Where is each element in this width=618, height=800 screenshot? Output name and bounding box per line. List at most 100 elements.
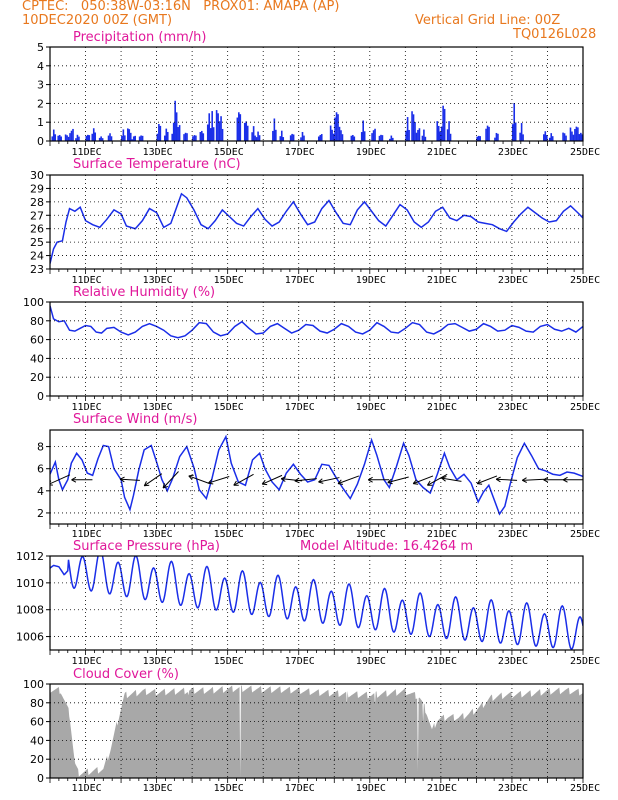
precip-bar: [292, 134, 295, 141]
precip-bar: [164, 135, 166, 141]
x-tick-label: 23DEC: [498, 147, 528, 158]
precip-bar: [443, 108, 446, 141]
precip-bar: [165, 128, 168, 141]
precip-bar: [569, 127, 572, 141]
precip-bar: [353, 136, 356, 141]
precip-bar: [60, 136, 62, 141]
x-tick-label: 19DEC: [356, 147, 386, 158]
precip-bar: [272, 130, 274, 141]
precip-bar: [217, 113, 219, 141]
precip-bar: [392, 137, 394, 141]
wind-arrowhead: [521, 477, 527, 483]
x-tick-label: 25DEC: [570, 656, 600, 667]
precip-bar: [75, 138, 77, 141]
precip-bar: [78, 136, 80, 141]
plot-area: [50, 434, 583, 516]
precip-bar: [405, 130, 407, 141]
y-tick-label: 40: [30, 734, 44, 747]
precip-bar: [565, 135, 567, 141]
y-tick-label: 80: [30, 697, 44, 710]
y-tick-label: 6: [37, 463, 44, 476]
wind-arrowhead: [426, 480, 433, 486]
y-tick-label: 26: [30, 223, 44, 236]
x-tick-label: 15DEC: [214, 147, 244, 158]
precip-bar: [221, 128, 224, 141]
precip-bar: [158, 123, 160, 141]
precip-bar: [300, 137, 302, 141]
precip-bar: [195, 135, 197, 141]
precip-bar: [548, 137, 551, 141]
precip-bar: [578, 134, 581, 141]
precip-bar: [192, 136, 194, 141]
precip-bar: [571, 131, 573, 141]
panel-4: 1006 1008 1010 1012 11DEC 13DEC 15DEC 17DEC 19DE…: [16, 539, 600, 667]
wind-arrow: [337, 475, 360, 485]
plot-area: [51, 100, 583, 141]
precip-bar: [479, 136, 481, 141]
wind-arrowhead: [233, 480, 239, 486]
wind-arrow: [496, 478, 518, 481]
precip-bar: [128, 129, 131, 141]
y-tick-label: 4: [37, 485, 44, 498]
precip-bar: [175, 112, 178, 141]
wind-arrowhead: [412, 479, 419, 485]
precip-bar: [58, 134, 61, 141]
x-tick-label: 21DEC: [427, 529, 457, 540]
x-tick-label: 17DEC: [285, 529, 315, 540]
precip-bar: [159, 125, 162, 141]
wind-arrowhead: [337, 479, 344, 485]
precip-bar: [220, 116, 222, 141]
precip-bar: [550, 133, 553, 141]
x-tick-label: 17DEC: [285, 147, 315, 158]
precip-bar: [581, 134, 583, 141]
x-tick-label: 11DEC: [72, 783, 102, 794]
precip-bar: [494, 137, 496, 141]
precip-bar: [255, 137, 258, 141]
series-line: [50, 434, 583, 516]
precip-bar: [519, 132, 521, 141]
panel-2: 0 20 40 60 80 100 11DEC 13DEC 15DEC 17DEC 19DEC 21D…: [23, 285, 600, 413]
precip-bar: [208, 113, 211, 141]
precip-bar: [218, 121, 221, 141]
precip-bar: [124, 135, 126, 141]
precip-bar: [67, 136, 70, 141]
x-tick-label: 21DEC: [427, 656, 457, 667]
wind-arrow: [294, 478, 317, 482]
x-tick-label: 17DEC: [285, 783, 315, 794]
header-line1: CPTEC: 050:38W-03:16N PROX01: AMAPA (AP): [22, 0, 340, 14]
x-tick-label: 19DEC: [356, 529, 386, 540]
precip-bar: [134, 135, 136, 141]
precip-bar: [301, 131, 304, 141]
precip-bar: [352, 134, 354, 141]
precip-bar: [100, 136, 102, 141]
precip-bar: [390, 135, 393, 141]
precip-bar: [331, 129, 333, 141]
precip-bar: [544, 131, 547, 141]
precip-bar: [141, 135, 144, 141]
x-tick-label: 13DEC: [143, 656, 173, 667]
y-tick-label: 1012: [16, 550, 44, 563]
panel-title: Surface Wind (m/s): [73, 412, 197, 427]
panel-title: Cloud Cover (%): [73, 667, 179, 682]
x-tick-label: 19DEC: [356, 275, 386, 286]
precip-bar: [334, 117, 336, 141]
precip-bar: [258, 135, 261, 141]
y-tick-label: 80: [30, 315, 44, 328]
precip-bar: [69, 133, 71, 141]
precip-bar: [70, 130, 73, 141]
precip-bar: [439, 131, 441, 141]
precip-bar: [91, 133, 94, 141]
precip-bar: [239, 114, 242, 141]
x-tick-label: 23DEC: [498, 402, 528, 413]
x-tick-label: 13DEC: [143, 783, 173, 794]
y-tick-label: 4: [37, 60, 44, 73]
wind-arrow: [413, 475, 434, 485]
precip-bar: [545, 134, 548, 141]
x-tick-label: 13DEC: [143, 402, 173, 413]
precip-bar: [446, 129, 449, 141]
precip-bar: [121, 135, 123, 141]
precip-bar: [514, 122, 517, 141]
precip-bar: [562, 132, 564, 141]
wind-arrow: [188, 475, 210, 485]
